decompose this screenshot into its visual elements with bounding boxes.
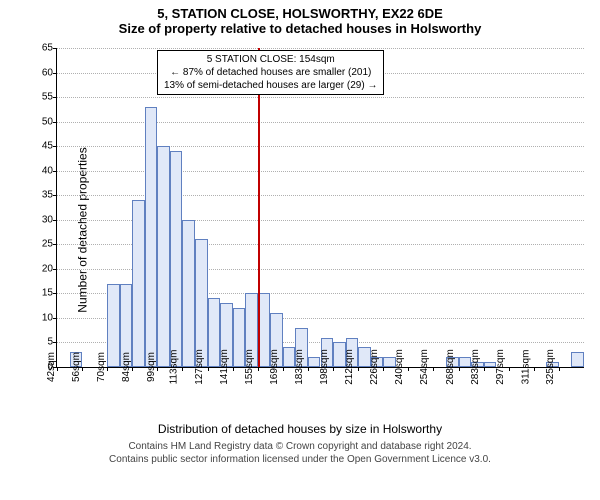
gridline	[57, 146, 584, 147]
title-sub: Size of property relative to detached ho…	[0, 21, 600, 40]
histogram-bar	[571, 352, 584, 367]
x-tick	[509, 367, 510, 371]
x-tick	[233, 367, 234, 371]
y-tick-label: 40	[42, 165, 57, 176]
y-tick-label: 50	[42, 116, 57, 127]
histogram-bar	[170, 151, 183, 367]
plot-region: 0510152025303540455055606542sqm56sqm70sq…	[56, 48, 584, 368]
x-tick	[82, 367, 83, 371]
x-axis-label: Distribution of detached houses by size …	[0, 420, 600, 436]
y-tick-label: 55	[42, 92, 57, 103]
x-tick-label: 240sqm	[391, 349, 406, 385]
gridline	[57, 171, 584, 172]
x-tick	[107, 367, 108, 371]
x-tick	[484, 367, 485, 371]
x-tick	[57, 367, 58, 371]
x-tick-label: 226sqm	[365, 349, 380, 385]
x-tick-label: 311sqm	[516, 350, 531, 385]
x-tick-label: 212sqm	[340, 349, 355, 385]
x-tick-label: 56sqm	[67, 352, 82, 382]
x-tick-label: 42sqm	[42, 352, 57, 382]
gridline	[57, 195, 584, 196]
histogram-bar	[132, 200, 145, 367]
gridline	[57, 48, 584, 49]
x-tick-label: 127sqm	[190, 349, 205, 385]
gridline	[57, 97, 584, 98]
x-tick	[258, 367, 259, 371]
x-tick-label: 141sqm	[215, 349, 230, 385]
x-tick-label: 155sqm	[240, 349, 255, 385]
histogram-bar	[182, 220, 195, 367]
y-tick-label: 60	[42, 67, 57, 78]
x-tick	[459, 367, 460, 371]
footer-line-1: Contains HM Land Registry data © Crown c…	[0, 440, 600, 453]
chart-area: Number of detached properties 0510152025…	[0, 40, 600, 420]
y-tick-label: 25	[42, 239, 57, 250]
footer: Contains HM Land Registry data © Crown c…	[0, 436, 600, 466]
x-tick-label: 325sqm	[541, 349, 556, 385]
annotation-line: ← 87% of detached houses are smaller (20…	[164, 66, 377, 79]
x-tick-label: 113sqm	[165, 350, 180, 385]
x-tick	[182, 367, 183, 371]
x-tick-label: 70sqm	[92, 352, 107, 382]
y-tick-label: 30	[42, 214, 57, 225]
x-tick	[534, 367, 535, 371]
x-tick	[157, 367, 158, 371]
y-tick-label: 20	[42, 263, 57, 274]
x-tick	[433, 367, 434, 371]
x-tick	[559, 367, 560, 371]
y-tick-label: 5	[47, 337, 57, 348]
x-tick	[308, 367, 309, 371]
footer-line-2: Contains public sector information licen…	[0, 453, 600, 466]
x-tick	[358, 367, 359, 371]
x-tick-label: 283sqm	[466, 349, 481, 385]
histogram-bar	[157, 146, 170, 367]
x-tick-label: 254sqm	[416, 349, 431, 385]
annotation-line: 13% of semi-detached houses are larger (…	[164, 79, 377, 92]
title-main: 5, STATION CLOSE, HOLSWORTHY, EX22 6DE	[0, 0, 600, 21]
x-tick	[132, 367, 133, 371]
y-tick-label: 10	[42, 312, 57, 323]
x-tick-label: 183sqm	[290, 349, 305, 385]
x-tick-label: 297sqm	[491, 349, 506, 385]
histogram-bar	[145, 107, 158, 367]
y-tick-label: 45	[42, 141, 57, 152]
reference-line	[258, 48, 260, 367]
x-tick	[408, 367, 409, 371]
y-tick-label: 15	[42, 288, 57, 299]
x-tick	[333, 367, 334, 371]
x-tick-label: 198sqm	[315, 349, 330, 385]
x-tick-label: 169sqm	[265, 349, 280, 385]
x-tick-label: 99sqm	[142, 352, 157, 382]
gridline	[57, 122, 584, 123]
x-tick	[283, 367, 284, 371]
annotation-box: 5 STATION CLOSE: 154sqm← 87% of detached…	[157, 50, 384, 95]
x-tick-label: 268sqm	[441, 349, 456, 385]
x-tick	[208, 367, 209, 371]
x-tick	[383, 367, 384, 371]
histogram-bar	[195, 239, 208, 367]
x-tick-label: 84sqm	[117, 352, 132, 382]
y-tick-label: 35	[42, 190, 57, 201]
y-tick-label: 65	[42, 43, 57, 54]
annotation-line: 5 STATION CLOSE: 154sqm	[164, 53, 377, 66]
